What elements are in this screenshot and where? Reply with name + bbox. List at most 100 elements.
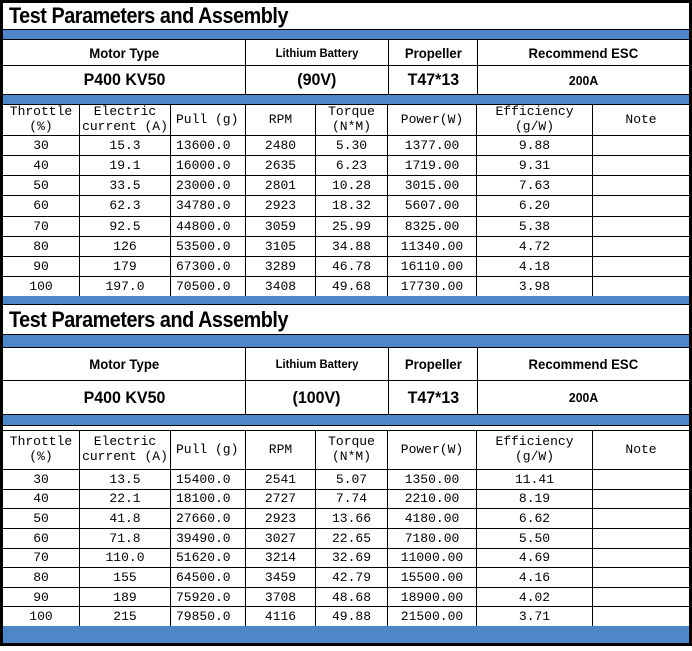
table-cell: 9.88: [477, 136, 593, 156]
table-cell: 44800.0: [171, 216, 246, 236]
table-cell: [593, 156, 689, 175]
table-cell: 70500.0: [171, 276, 246, 296]
table-cell: 67300.0: [171, 256, 246, 276]
info-value-row: P400 KV50 (90V) T47*13 200A: [3, 66, 689, 95]
table-title: Test Parameters and Assembly: [9, 3, 289, 28]
table-cell: [593, 529, 689, 548]
motor-type-header-label: Motor Type: [89, 44, 159, 61]
table-cell: 13.5: [80, 470, 171, 489]
table-cell: 3289: [246, 256, 316, 276]
blue-separator: [3, 296, 689, 305]
table-cell: 126: [80, 236, 171, 256]
table-cell: 15.3: [80, 136, 171, 156]
table-cell: [593, 588, 689, 607]
recommend-esc-header-label: Recommend ESC: [528, 356, 639, 372]
col-torque: Torque (N*M): [316, 431, 388, 469]
table-cell: 90: [3, 256, 80, 276]
table-cell: 4.69: [477, 548, 593, 568]
col-pull: Pull (g): [171, 431, 246, 469]
propeller-value: T47*13: [389, 381, 478, 414]
table-cell: [593, 490, 689, 509]
table-cell: 8325.00: [388, 216, 477, 236]
table-cell: 18.32: [316, 196, 388, 216]
test-table-90v: Test Parameters and Assembly Motor Type …: [3, 3, 689, 305]
recommend-esc-value: 200A: [478, 381, 689, 414]
table-cell: 41.8: [80, 509, 171, 528]
table-cell: 13600.0: [171, 136, 246, 156]
lithium-battery-header: Lithium Battery: [246, 40, 389, 65]
table-cell: 49.68: [316, 276, 388, 296]
data-table-body: 30 15.3 13600.0 2480 5.30 1377.00 9.88 40 19.1 16…: [3, 136, 689, 296]
table-cell: 110.0: [80, 548, 171, 568]
table-cell: 64500.0: [171, 568, 246, 587]
table-cell: 179: [80, 256, 171, 276]
lithium-battery-header-label: Lithium Battery: [275, 45, 359, 60]
table-cell: 80: [3, 236, 80, 256]
white-gap: [3, 426, 689, 431]
motor-type-value-label: P400 KV50: [83, 387, 165, 407]
table-cell: 3408: [246, 276, 316, 296]
table-cell: 197.0: [80, 276, 171, 296]
table-cell: 3.98: [477, 276, 593, 296]
table-cell: 10.28: [316, 176, 388, 196]
blue-separator: [3, 95, 689, 105]
table-cell: 71.8: [80, 528, 171, 548]
motor-type-header-label: Motor Type: [89, 356, 159, 372]
col-power: Power(W): [388, 431, 477, 469]
table-cell: [593, 196, 689, 215]
lithium-battery-header-label: Lithium Battery: [275, 357, 359, 371]
col-efficiency: Efficiency (g/W): [477, 431, 593, 469]
motor-type-value: P400 KV50: [3, 381, 246, 414]
table-cell: 70: [3, 548, 80, 568]
table-cell: 34780.0: [171, 196, 246, 216]
info-value-row: P400 KV50 (100V) T47*13 200A: [3, 381, 689, 415]
table-row: 100 197.0 70500.0 3408 49.68 17730.00 3.98: [3, 276, 689, 296]
col-electric-current: Electric current (A): [80, 105, 171, 135]
table-title-row: Test Parameters and Assembly: [3, 3, 689, 30]
col-throttle: Throttle (%): [3, 431, 80, 469]
table-cell: 3059: [246, 216, 316, 236]
blue-separator: [3, 335, 689, 348]
table-cell: [593, 217, 689, 236]
lithium-battery-value: (90V): [246, 66, 389, 94]
table-cell: 51620.0: [171, 548, 246, 568]
propeller-header-label: Propeller: [404, 44, 462, 61]
table-cell: 7.74: [316, 489, 388, 509]
table-cell: 215: [80, 607, 171, 626]
table-row: 70 110.0 51620.0 3214 32.69 11000.00 4.69: [3, 548, 689, 569]
motor-type-value-label: P400 KV50: [83, 70, 165, 89]
table-cell: 3.71: [477, 607, 593, 626]
table-cell: 42.79: [316, 568, 388, 587]
data-column-header-row: Throttle (%) Electric current (A) Pull (…: [3, 431, 689, 470]
table-cell: 2210.00: [388, 489, 477, 509]
table-cell: 2541: [246, 470, 316, 489]
table-cell: 5607.00: [388, 196, 477, 216]
table-row: 40 19.1 16000.0 2635 6.23 1719.00 9.31: [3, 156, 689, 177]
table-row: 50 41.8 27660.0 2923 13.66 4180.00 6.62: [3, 509, 689, 529]
table-row: 80 126 53500.0 3105 34.88 11340.00 4.72: [3, 236, 689, 257]
table-cell: [593, 237, 689, 256]
col-electric-current: Electric current (A): [80, 431, 171, 469]
motor-type-header: Motor Type: [3, 40, 246, 65]
col-power: Power(W): [388, 105, 477, 135]
table-cell: 30: [3, 470, 80, 489]
table-cell: 32.69: [316, 548, 388, 568]
table-cell: 6.23: [316, 156, 388, 176]
table-cell: 33.5: [80, 176, 171, 196]
table-cell: 5.30: [316, 136, 388, 156]
table-cell: 62.3: [80, 196, 171, 216]
table-cell: 25.99: [316, 216, 388, 236]
table-cell: 7.63: [477, 176, 593, 196]
table-cell: 1719.00: [388, 156, 477, 176]
table-cell: 2801: [246, 176, 316, 196]
table-cell: [593, 509, 689, 528]
table-cell: 40: [3, 156, 80, 176]
table-row: 60 71.8 39490.0 3027 22.65 7180.00 5.50: [3, 528, 689, 549]
table-row: 100 215 79850.0 4116 49.88 21500.00 3.71: [3, 607, 689, 626]
table-cell: 4.02: [477, 587, 593, 607]
col-rpm: RPM: [246, 431, 316, 469]
table-cell: 34.88: [316, 236, 388, 256]
data-column-header-row: Throttle (%) Electric current (A) Pull (…: [3, 105, 689, 136]
table-cell: 2923: [246, 509, 316, 528]
table-cell: 189: [80, 587, 171, 607]
